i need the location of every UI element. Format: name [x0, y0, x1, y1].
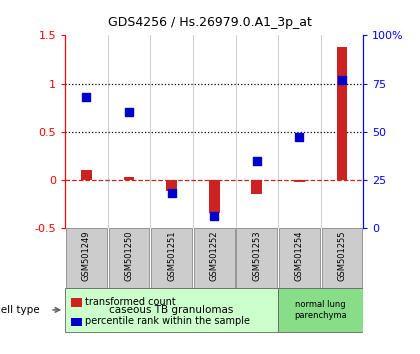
Point [83, 94, 90, 100]
Text: caseous TB granulomas: caseous TB granulomas [110, 305, 234, 315]
Text: percentile rank within the sample: percentile rank within the sample [85, 316, 250, 326]
FancyBboxPatch shape [194, 228, 235, 288]
FancyBboxPatch shape [108, 228, 150, 288]
FancyBboxPatch shape [151, 228, 192, 288]
Text: GSM501253: GSM501253 [252, 230, 261, 281]
Text: normal lung
parenchyma: normal lung parenchyma [294, 300, 347, 320]
Bar [209, 180, 220, 213]
Bar [166, 180, 177, 191]
Point [339, 77, 345, 82]
FancyBboxPatch shape [236, 228, 277, 288]
Text: GSM501254: GSM501254 [295, 230, 304, 281]
Bar [337, 47, 347, 180]
Point [126, 110, 132, 115]
Bar [252, 180, 262, 194]
Bar [65, 288, 278, 332]
Text: GSM501255: GSM501255 [338, 230, 346, 281]
FancyBboxPatch shape [322, 228, 362, 288]
Text: GSM501252: GSM501252 [210, 230, 219, 281]
Point [253, 158, 260, 163]
Text: GSM501249: GSM501249 [82, 230, 91, 281]
Bar [81, 170, 92, 180]
Text: GSM501251: GSM501251 [167, 230, 176, 281]
Text: GSM501250: GSM501250 [124, 230, 134, 281]
FancyBboxPatch shape [66, 228, 107, 288]
Point [211, 213, 218, 219]
Bar [278, 288, 363, 332]
Text: transformed count: transformed count [85, 297, 176, 307]
Bar [294, 180, 305, 182]
FancyBboxPatch shape [279, 228, 320, 288]
Point [296, 135, 303, 140]
Text: cell type: cell type [0, 305, 39, 315]
Text: GDS4256 / Hs.26979.0.A1_3p_at: GDS4256 / Hs.26979.0.A1_3p_at [108, 16, 312, 29]
Point [168, 190, 175, 196]
Bar [123, 177, 134, 180]
